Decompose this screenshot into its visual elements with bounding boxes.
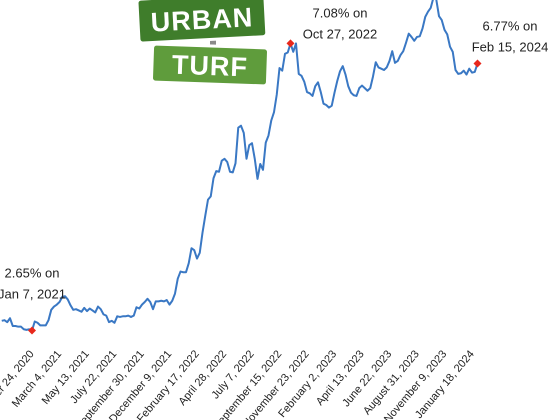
logo: URBAN TURF xyxy=(135,0,270,88)
logo-top: URBAN xyxy=(150,2,254,37)
sign-post xyxy=(210,34,216,50)
logo-bottom: TURF xyxy=(171,50,248,83)
highlight-point xyxy=(286,39,295,48)
line xyxy=(1,0,479,332)
highlight-point xyxy=(28,326,36,335)
annotation: Jan 7, 2021 xyxy=(0,286,66,301)
annotation: 2.65% on xyxy=(5,265,60,280)
sign-top xyxy=(135,0,269,45)
sign-bottom xyxy=(150,42,270,88)
highlight-point xyxy=(473,59,482,68)
annotation: 6.77% on xyxy=(483,18,538,33)
annotation: Feb 15, 2024 xyxy=(472,39,549,54)
annotation: Oct 27, 2022 xyxy=(303,26,377,41)
annotation: 7.08% on xyxy=(313,5,368,20)
